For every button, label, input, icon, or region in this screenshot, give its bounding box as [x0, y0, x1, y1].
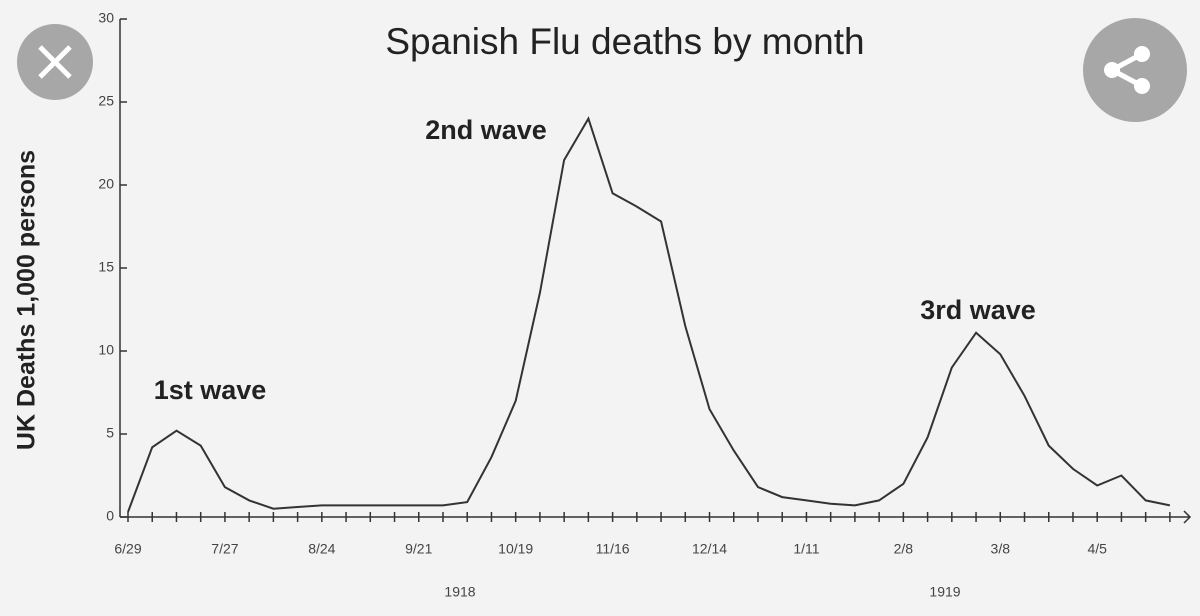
- annotation: 3rd wave: [920, 295, 1036, 325]
- y-axis-label: UK Deaths 1,000 persons: [13, 150, 41, 450]
- x-tick-label: 9/21: [405, 541, 432, 557]
- y-tick-label: 30: [98, 10, 114, 26]
- y-tick-label: 15: [98, 259, 114, 275]
- x-tick-label: 11/16: [596, 541, 630, 557]
- plot: 0 5 10 15 20 25 30 6/29 7/27 8/24 9/21 10/19 11/16 12…: [98, 10, 1192, 600]
- x-tick-label: 10/19: [498, 541, 533, 557]
- chart-title: Spanish Flu deaths by month: [385, 21, 864, 62]
- x-tick-label: 12/14: [692, 541, 727, 557]
- annotation: 1st wave: [154, 375, 267, 405]
- x-tick-label: 7/27: [211, 541, 238, 557]
- y-tick-label: 0: [106, 508, 114, 524]
- x-tick-label: 6/29: [114, 541, 141, 557]
- share-button[interactable]: [1083, 18, 1187, 122]
- x-tick-label: 8/24: [308, 541, 335, 557]
- x-tick-label: 3/8: [991, 541, 1011, 557]
- year-label: 1918: [444, 584, 475, 600]
- y-tick-label: 5: [106, 425, 114, 441]
- year-label: 1919: [929, 584, 960, 600]
- annotation: 2nd wave: [425, 115, 547, 145]
- x-tick-label: 2/8: [894, 541, 914, 557]
- y-tick-label: 10: [98, 342, 114, 358]
- close-button[interactable]: [17, 24, 93, 100]
- y-tick-label: 25: [98, 93, 114, 109]
- data-line: [127, 116, 1171, 513]
- x-tick-label: 4/5: [1087, 541, 1107, 557]
- x-tick-label: 1/11: [793, 541, 819, 557]
- y-tick-label: 20: [98, 176, 114, 192]
- x-axis-arrow: [1183, 510, 1192, 524]
